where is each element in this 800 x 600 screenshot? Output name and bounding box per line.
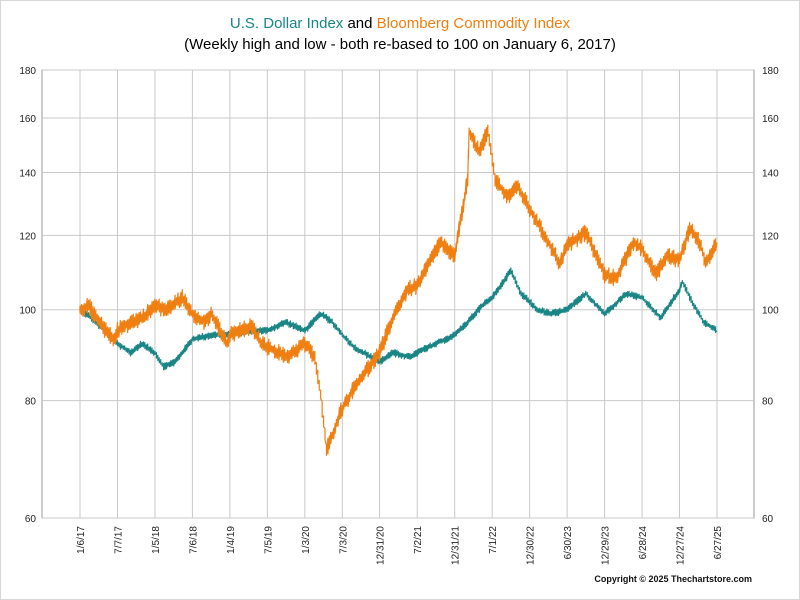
y-tick-label-right-60: 60 <box>762 514 774 525</box>
x-tick-label-10: 12/31/21 <box>451 526 462 565</box>
x-tick-label-16: 12/27/24 <box>676 526 687 565</box>
y-tick-label-right-140: 140 <box>762 168 779 179</box>
series-layer <box>79 124 718 456</box>
usd-series-title: U.S. Dollar Index <box>229 15 344 32</box>
bcom-series-title: Bloomberg Commodity Index <box>376 15 571 32</box>
grid-layer <box>41 69 755 519</box>
bcom-index-line <box>79 124 718 456</box>
y-tick-label-right-80: 80 <box>762 397 774 408</box>
chart-subtitle: (Weekly high and low - both re-based to … <box>184 36 616 53</box>
x-tick-label-14: 12/29/23 <box>601 526 612 565</box>
y-tick-label-left-180: 180 <box>19 66 36 77</box>
axis-layer: 60 60 80 80 100 100 120 120 140 140 160 160 180 180 1/… <box>19 66 779 565</box>
y-tick-label-right-120: 120 <box>762 231 779 242</box>
x-tick-label-13: 6/30/23 <box>563 526 574 560</box>
title-joiner: and <box>343 15 377 32</box>
y-tick-label-left-60: 60 <box>25 514 37 525</box>
x-tick-label-3: 7/6/18 <box>188 526 199 554</box>
x-tick-label-4: 1/4/19 <box>226 526 237 554</box>
y-tick-label-left-100: 100 <box>19 306 36 317</box>
y-tick-label-left-160: 160 <box>19 114 36 125</box>
x-tick-label-1: 7/7/17 <box>113 526 124 554</box>
y-tick-label-left-140: 140 <box>19 168 36 179</box>
x-tick-label-2: 1/5/18 <box>151 526 162 554</box>
usd-index-line <box>79 267 718 371</box>
copyright-notice: Copyright © 2025 Thechartstore.com <box>594 574 752 584</box>
x-tick-label-11: 7/1/22 <box>488 526 499 554</box>
x-tick-label-6: 1/3/20 <box>301 526 312 554</box>
y-tick-label-left-120: 120 <box>19 231 36 242</box>
y-tick-label-right-180: 180 <box>762 66 779 77</box>
x-tick-label-15: 6/28/24 <box>638 526 649 560</box>
x-tick-label-17: 6/27/25 <box>713 526 724 560</box>
chart-title: U.S. Dollar Index and Bloomberg Commodit… <box>0 15 800 32</box>
x-tick-label-0: 1/6/17 <box>76 526 87 554</box>
x-tick-label-9: 7/2/21 <box>413 526 424 554</box>
y-tick-label-left-80: 80 <box>25 397 37 408</box>
x-tick-label-12: 12/30/22 <box>526 526 537 565</box>
y-tick-label-right-100: 100 <box>762 306 779 317</box>
plot-area-border <box>41 69 755 519</box>
x-tick-label-8: 12/31/20 <box>376 526 387 565</box>
y-tick-label-right-160: 160 <box>762 114 779 125</box>
x-tick-label-5: 7/5/19 <box>263 526 274 554</box>
x-tick-label-7: 7/3/20 <box>338 526 349 554</box>
